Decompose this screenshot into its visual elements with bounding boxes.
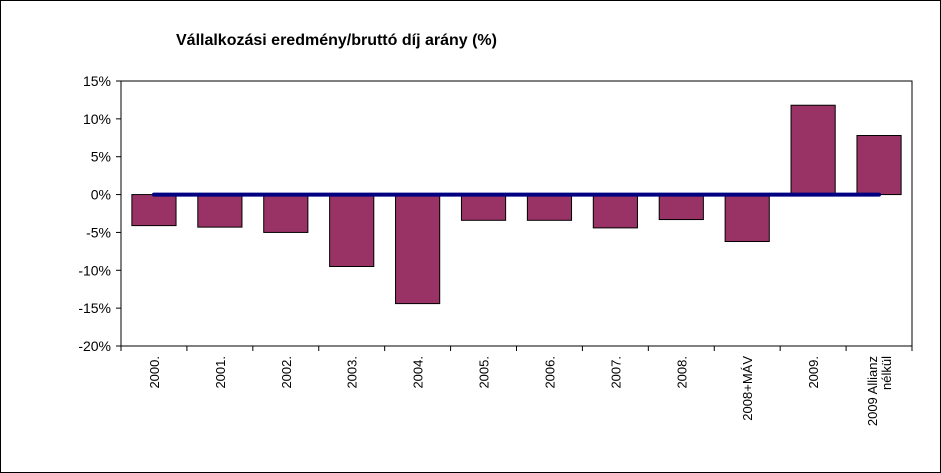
y-tick-label: 15% xyxy=(83,73,111,89)
x-tick-label: 2007. xyxy=(608,356,623,389)
bar-10 xyxy=(790,104,836,196)
bar-8 xyxy=(658,194,704,221)
x-tick-label: 2002. xyxy=(279,356,294,389)
x-tick-label: 2008. xyxy=(674,356,689,389)
bar-3 xyxy=(329,194,375,267)
bar-7 xyxy=(592,194,638,229)
x-tick-label: 2009. xyxy=(806,356,821,389)
y-tick-label: 0% xyxy=(91,187,111,203)
y-tick-label: -15% xyxy=(78,300,111,316)
bar-11 xyxy=(856,135,902,196)
bar-6 xyxy=(526,194,573,221)
y-axis: 15% 10% 5% 0% -5% -10% -15% -20% xyxy=(78,73,121,354)
y-tick-label: 5% xyxy=(91,149,111,165)
bar-1 xyxy=(197,194,243,228)
x-tick-label: 2004. xyxy=(411,356,426,389)
x-tick-label: 2005. xyxy=(477,356,492,389)
x-tick-label: 2009 Allianz xyxy=(865,356,880,426)
bar-9 xyxy=(724,194,770,243)
bar-4 xyxy=(395,194,441,305)
y-tick-label: -5% xyxy=(86,224,111,240)
x-tick-label: nélkül xyxy=(879,356,894,390)
y-tick-label: -10% xyxy=(78,262,111,278)
x-tick-label: 2006. xyxy=(542,356,557,389)
x-axis: 2000. 2001. 2002. 2003. 2004. 2005. 2006. 2007.… xyxy=(120,346,913,426)
y-tick-label: 10% xyxy=(83,111,111,127)
x-tick-label: 2008+MÁV xyxy=(740,356,755,421)
plot-area xyxy=(120,80,913,347)
bar-2 xyxy=(263,194,309,233)
x-tick-label: 2003. xyxy=(345,356,360,389)
bar-5 xyxy=(460,194,507,221)
y-tick-label: -20% xyxy=(78,338,111,354)
bar-0 xyxy=(131,194,177,227)
x-tick-label: 2000. xyxy=(147,356,162,389)
x-tick-label: 2001. xyxy=(213,356,228,389)
chart-title: Vállalkozási eredmény/bruttó díj arány (… xyxy=(176,32,497,49)
